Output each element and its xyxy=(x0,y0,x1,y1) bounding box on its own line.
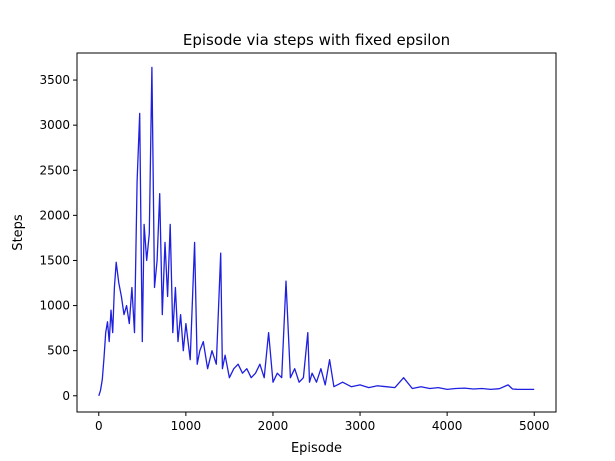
x-tick-label: 3000 xyxy=(345,419,376,433)
y-axis: 0 500 1000 1500 2000 2500 3000 3500 xyxy=(39,73,77,403)
x-tick-label: 2000 xyxy=(258,419,289,433)
y-axis-label: Steps xyxy=(11,214,26,251)
x-axis: 0 1000 2000 3000 4000 5000 xyxy=(95,412,550,433)
series-group xyxy=(98,66,535,396)
x-tick-label: 4000 xyxy=(432,419,463,433)
x-axis-label: Episode xyxy=(291,441,342,456)
y-tick-label: 1500 xyxy=(39,253,70,267)
x-tick-label: 5000 xyxy=(519,419,550,433)
x-tick-label: 1000 xyxy=(171,419,202,433)
series-line-0 xyxy=(98,66,535,396)
plot-area-frame xyxy=(76,52,557,413)
chart-title: Episode via steps with fixed epsilon xyxy=(183,31,450,49)
y-tick-label: 0 xyxy=(62,389,70,403)
y-tick-label: 3000 xyxy=(39,118,70,132)
y-tick-label: 2500 xyxy=(39,163,70,177)
y-tick-label: 2000 xyxy=(39,208,70,222)
y-tick-label: 1000 xyxy=(39,299,70,313)
x-tick-label: 0 xyxy=(95,419,103,433)
y-tick-label: 3500 xyxy=(39,73,70,87)
y-tick-label: 500 xyxy=(47,344,70,358)
